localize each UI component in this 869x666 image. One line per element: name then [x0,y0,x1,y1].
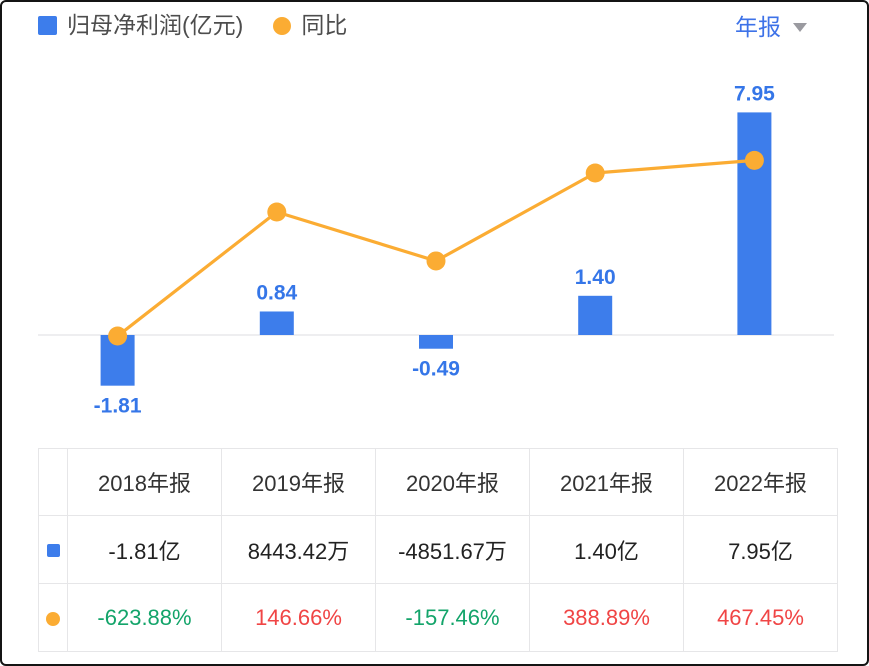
yoy-point-2022年报 [744,150,764,170]
table-header-row: 2018年报 2019年报 2020年报 2021年报 2022年报 [38,448,838,516]
yoy-point-2021年报 [585,163,605,183]
bar-2021年报 [578,295,613,335]
legend-item-yoy: 同比 [273,14,347,37]
bar-label-2018年报: -1.81 [94,395,142,418]
table-cell: -157.46% [375,583,530,652]
bar-label-2019年报: 0.84 [256,281,297,304]
table-cell: 8443.42万 [221,515,376,584]
bar-series-marker-icon [38,16,57,35]
table-cell: -4851.67万 [375,515,530,584]
line-series-marker-icon [46,611,60,626]
bar-label-2020年报: -0.49 [412,358,460,381]
caret-down-icon[interactable] [793,23,807,32]
chart-svg: -1.81 0.84 -0.49 1.40 7.95 [38,82,834,418]
table-cell: 388.89% [529,583,684,652]
legend: 归母净利润(亿元) 同比 [38,14,347,37]
table-cell: -623.88% [67,583,222,652]
table-head: 2018年报 2019年报 2020年报 2021年报 2022年报 [38,448,838,516]
table-cell: 1.40亿 [529,515,684,584]
bar-2022年报 [737,112,772,336]
table-cell: 146.66% [221,583,376,652]
table-header-cell: 2021年报 [529,448,684,516]
bar-label-2021年报: 1.40 [575,266,616,289]
bar-label-2022年报: 7.95 [734,82,775,105]
legend-label-yoy: 同比 [301,12,348,38]
period-dropdown[interactable]: 年报 [735,16,807,39]
table-marker-col-header [38,448,68,516]
period-dropdown-label[interactable]: 年报 [735,14,781,40]
table-area: 2018年报 2019年报 2020年报 2021年报 2022年报 -1.81亿 844… [38,448,838,652]
table-row: -623.88% 146.66% -157.46% 388.89% 467.45% [38,583,838,652]
bar-2020年报 [419,335,453,349]
table-header-cell: 2018年报 [67,448,222,516]
table-header-cell: 2019年报 [221,448,376,516]
data-table: 2018年报 2019年报 2020年报 2021年报 2022年报 -1.81亿 844… [38,448,838,652]
bar-2019年报 [259,311,294,335]
table-header-cell: 2022年报 [683,448,838,516]
legend-item-net-profit: 归母净利润(亿元) [38,14,243,37]
table-cell: 7.95亿 [683,515,838,584]
bar-series-marker-icon [46,544,60,558]
yoy-point-2019年报 [267,202,287,222]
table-row: -1.81亿 8443.42万 -4851.67万 1.40亿 7.95亿 [38,515,838,584]
table-cell: -1.81亿 [67,515,222,584]
yoy-line [116,158,755,338]
table-body: -1.81亿 8443.42万 -4851.67万 1.40亿 7.95亿 -623.88… [38,515,838,652]
chart-area: -1.81 0.84 -0.49 1.40 7.95 [2,57,867,447]
table-marker-cell [38,515,68,584]
table-cell: 467.45% [683,583,838,652]
yoy-point-2020年报 [426,251,446,271]
legend-label-net-profit: 归母净利润(亿元) [67,12,244,38]
table-marker-cell [38,583,68,652]
yoy-point-2018年报 [108,326,128,346]
table-header-cell: 2020年报 [375,448,530,516]
line-series-marker-icon [273,16,292,35]
